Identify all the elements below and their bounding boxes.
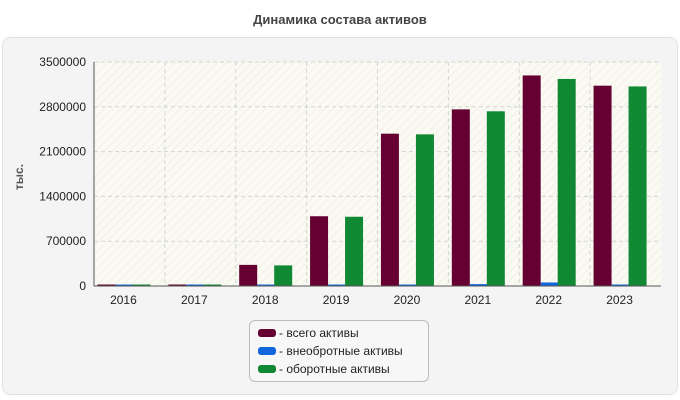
y-axis-label-wrap: тыс. [4,150,34,210]
legend-swatch-noncurrent [258,347,276,355]
bar-2018-s0 [239,264,258,286]
y-tick-label: 700000 [46,234,86,248]
x-tick-label: 2018 [252,293,279,307]
bar-2016-s1 [115,284,134,286]
bar-2019-s1 [328,284,347,286]
chart-title: Динамика состава активов [253,12,427,27]
bar-2020-s0 [380,133,399,286]
x-tick-label: 2023 [606,293,633,307]
bar-2018-s2 [274,265,293,286]
bar-2021-s1 [469,284,488,286]
y-tick-label: 2800000 [39,100,86,114]
legend-item-noncurrent[interactable]: - внеобротные активы [258,342,428,360]
bar-2017-s2 [203,284,222,286]
bar-2017-s1 [186,284,205,286]
legend-label-total: - всего активы [279,326,359,340]
legend-label-noncurrent: - внеобротные активы [279,344,403,358]
y-tick-label: 2100000 [39,145,86,159]
y-tick-label: 1400000 [39,189,86,203]
bar-2019-s2 [345,216,364,286]
bar-2021-s0 [451,109,470,286]
axes [93,62,661,287]
y-tick-labels: 0 700000 1400000 2100000 2800000 3500000 [39,55,86,293]
bar-2023-s2 [628,86,647,286]
y-axis-label: тыс. [12,163,26,191]
bar-2023-s0 [593,85,612,287]
x-tick-label: 2017 [181,293,208,307]
x-tick-label: 2020 [394,293,421,307]
bar-2017-s0 [168,284,187,286]
bar-2016-s2 [132,284,151,286]
legend-item-total[interactable]: - всего активы [258,324,428,342]
bar-2022-s0 [522,75,541,286]
bar-2022-s1 [540,282,559,286]
bar-2018-s1 [257,284,276,286]
legend: - всего активы - внеобротные активы - об… [249,320,429,382]
x-tick-label: 2021 [464,293,491,307]
x-tick-label: 2019 [323,293,350,307]
bar-2020-s1 [398,284,417,286]
bar-2023-s1 [611,284,630,286]
bar-2019-s0 [310,216,329,286]
y-tick-label: 3500000 [39,55,86,69]
x-tick-label: 2016 [110,293,137,307]
legend-swatch-total [258,329,276,337]
bar-2020-s2 [415,134,434,286]
x-tick-labels: 2016 2017 2018 2019 2020 2021 2022 2023 [110,293,633,307]
bar-2021-s2 [486,111,505,286]
bars [97,75,647,287]
y-tick-label: 0 [79,279,86,293]
legend-item-current[interactable]: - оборотные активы [258,360,428,378]
legend-label-current: - оборотные активы [279,362,390,376]
bar-2016-s0 [97,284,116,286]
bar-2022-s2 [557,78,576,287]
legend-swatch-current [258,365,276,373]
x-tick-label: 2022 [535,293,562,307]
